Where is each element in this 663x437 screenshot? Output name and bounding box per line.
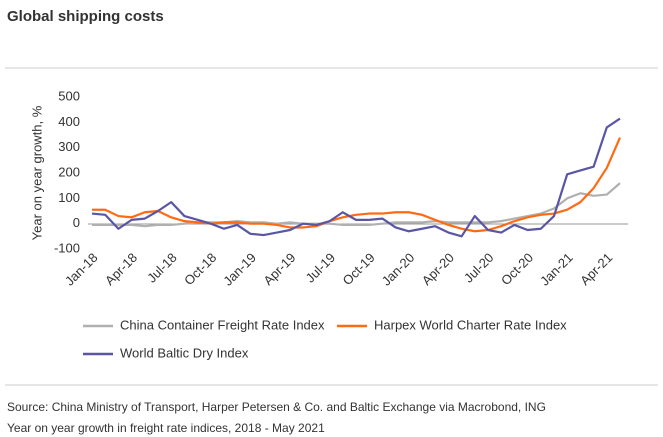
- x-tick-label: Oct-20: [498, 250, 536, 288]
- y-tick-label: 400: [58, 114, 80, 129]
- chart-title: Global shipping costs: [7, 8, 164, 25]
- subtitle: Year on year growth in freight rate indi…: [7, 421, 325, 435]
- y-tick-label: 500: [58, 88, 80, 103]
- legend-label: China Container Freight Rate Index: [120, 317, 325, 332]
- series-line: [92, 182, 621, 228]
- source: Source: China Ministry of Transport, Har…: [7, 400, 546, 414]
- x-tick-label: Jan-20: [379, 250, 418, 289]
- x-tick-label: Apr-19: [260, 250, 298, 288]
- x-tick-label: Jan-18: [62, 250, 101, 289]
- x-tick-label: Oct-18: [181, 250, 219, 288]
- x-tick-label: Oct-19: [340, 250, 378, 288]
- y-tick-label: 100: [58, 190, 80, 205]
- legend-label: Harpex World Charter Rate Index: [374, 317, 567, 332]
- y-tick-label: -100: [54, 240, 80, 255]
- y-tick-label: 300: [58, 139, 80, 154]
- x-tick-label: Jul-19: [302, 250, 338, 286]
- y-tick-label: 0: [73, 215, 80, 230]
- x-tick-label: Jul-20: [461, 250, 497, 286]
- x-tick-label: Jul-18: [144, 250, 180, 286]
- x-tick-label: Jan-19: [220, 250, 259, 289]
- x-tick-label: Apr-18: [102, 250, 140, 288]
- x-tick-label: Apr-21: [577, 250, 615, 288]
- series-line: [92, 137, 622, 233]
- legend-label: World Baltic Dry Index: [120, 345, 249, 360]
- x-tick-label: Jan-21: [537, 250, 576, 289]
- x-tick-label: Apr-20: [419, 250, 457, 288]
- y-tick-label: 200: [58, 164, 80, 179]
- series-line: [91, 117, 621, 238]
- y-axis-label: Year on year growth, %: [29, 105, 44, 240]
